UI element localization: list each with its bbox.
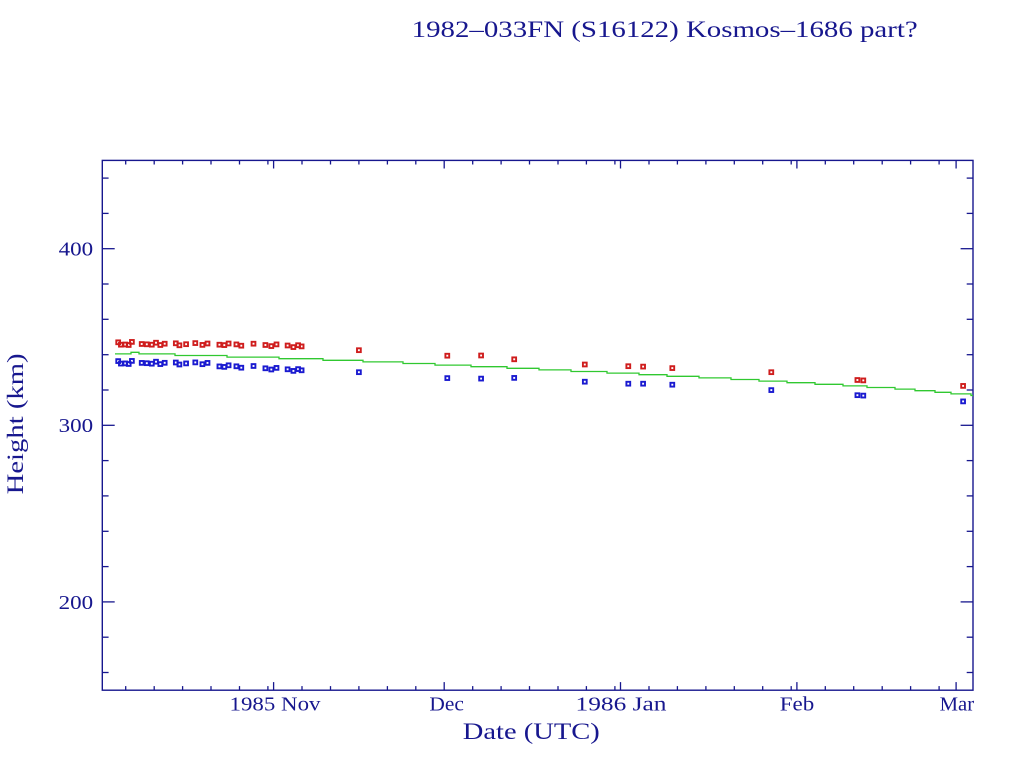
svg-text:Dec: Dec <box>429 694 464 716</box>
svg-text:Date (UTC): Date (UTC) <box>463 719 600 745</box>
svg-text:300: 300 <box>59 415 94 437</box>
svg-text:Feb: Feb <box>780 694 815 716</box>
svg-text:Height (km): Height (km) <box>3 353 29 494</box>
svg-text:1985 Nov: 1985 Nov <box>230 694 322 716</box>
svg-text:1982–033FN (S16122) Kosmos–168: 1982–033FN (S16122) Kosmos–1686 part? <box>412 17 918 43</box>
svg-text:200: 200 <box>59 592 94 614</box>
svg-text:Mar: Mar <box>940 694 975 716</box>
svg-text:400: 400 <box>59 239 94 261</box>
svg-text:1986 Jan: 1986 Jan <box>576 694 667 716</box>
